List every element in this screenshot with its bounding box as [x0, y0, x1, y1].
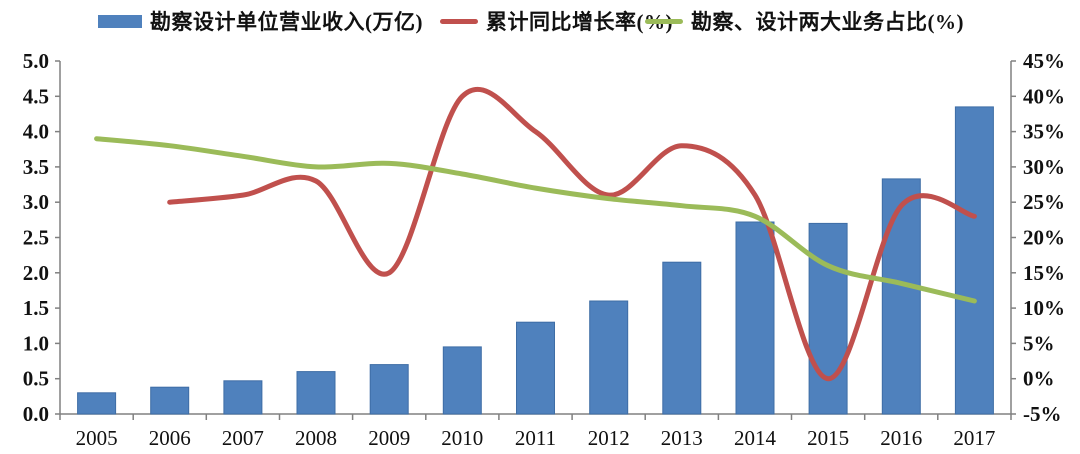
left-axis-label: 3.5	[23, 155, 49, 179]
x-axis-label: 2012	[588, 426, 630, 450]
bar-2006	[150, 386, 190, 415]
left-axis-label: 0.5	[23, 367, 49, 391]
bar-2016	[881, 178, 921, 415]
left-axis-label: 3.0	[23, 190, 49, 214]
bar-2009	[369, 364, 409, 415]
bar-2005	[77, 392, 117, 415]
line-swatch-icon	[645, 18, 683, 24]
x-axis-label: 2008	[295, 426, 337, 450]
x-axis-label: 2007	[222, 426, 264, 450]
right-axis-label: -5%	[1023, 402, 1062, 426]
legend-item-growth: 累计同比增长率(%)	[440, 6, 673, 36]
x-axis-label: 2015	[807, 426, 849, 450]
business-share-line	[94, 136, 977, 304]
bar-swatch-icon	[98, 14, 142, 28]
bar-2011	[516, 321, 555, 415]
left-axis-label: 5.0	[23, 49, 49, 73]
bar-2012	[589, 300, 629, 415]
left-axis-label: 2.0	[23, 261, 49, 285]
right-axis-label: 10%	[1023, 296, 1065, 320]
bar-2007	[223, 380, 263, 415]
legend-label-revenue: 勘察设计单位营业收入(万亿)	[150, 10, 423, 34]
left-axis-label: 0.0	[23, 402, 49, 426]
growth-rate-line	[167, 86, 977, 382]
left-axis-label: 1.0	[23, 331, 49, 355]
right-axis-label: 45%	[1023, 49, 1065, 73]
right-axis-label: 40%	[1023, 84, 1065, 108]
right-axis-label: 15%	[1023, 261, 1065, 285]
x-axis-label: 2011	[515, 426, 556, 450]
line-swatch-icon	[440, 18, 478, 24]
bar-2017	[954, 106, 994, 415]
right-axis-label: 25%	[1023, 190, 1065, 214]
right-axis-label: 5%	[1023, 331, 1055, 355]
bar-2015	[808, 222, 848, 415]
x-axis-label: 2005	[76, 426, 118, 450]
right-axis-label: 20%	[1023, 226, 1065, 250]
left-axis-label: 4.0	[23, 120, 49, 144]
x-axis-label: 2009	[368, 426, 410, 450]
bars-group	[77, 106, 994, 415]
left-axis-label: 2.5	[23, 226, 49, 250]
legend-item-share: 勘察、设计两大业务占比(%)	[645, 6, 964, 36]
right-axis-label: 0%	[1023, 367, 1055, 391]
legend-item-revenue: 勘察设计单位营业收入(万亿)	[98, 6, 423, 36]
x-axis-label: 2013	[661, 426, 703, 450]
bar-2008	[296, 371, 336, 415]
left-axis-label: 1.5	[23, 296, 49, 320]
bar-2013	[662, 261, 702, 415]
x-axis-label: 2017	[953, 426, 995, 450]
bar-2010	[442, 346, 482, 415]
legend-label-growth: 累计同比增长率(%)	[486, 10, 673, 34]
x-axis-label: 2010	[441, 426, 483, 450]
x-axis-label: 2016	[880, 426, 922, 450]
left-axis-label: 4.5	[23, 84, 49, 108]
right-axis-label: 35%	[1023, 120, 1065, 144]
x-axis-label: 2014	[734, 426, 777, 450]
right-axis-label: 30%	[1023, 155, 1065, 179]
chart-legend: 勘察设计单位营业收入(万亿) 累计同比增长率(%) 勘察、设计两大业务占比(%)	[0, 4, 1080, 40]
legend-label-share: 勘察、设计两大业务占比(%)	[691, 10, 964, 34]
x-axis-label: 2006	[149, 426, 191, 450]
bar-2014	[735, 221, 775, 415]
